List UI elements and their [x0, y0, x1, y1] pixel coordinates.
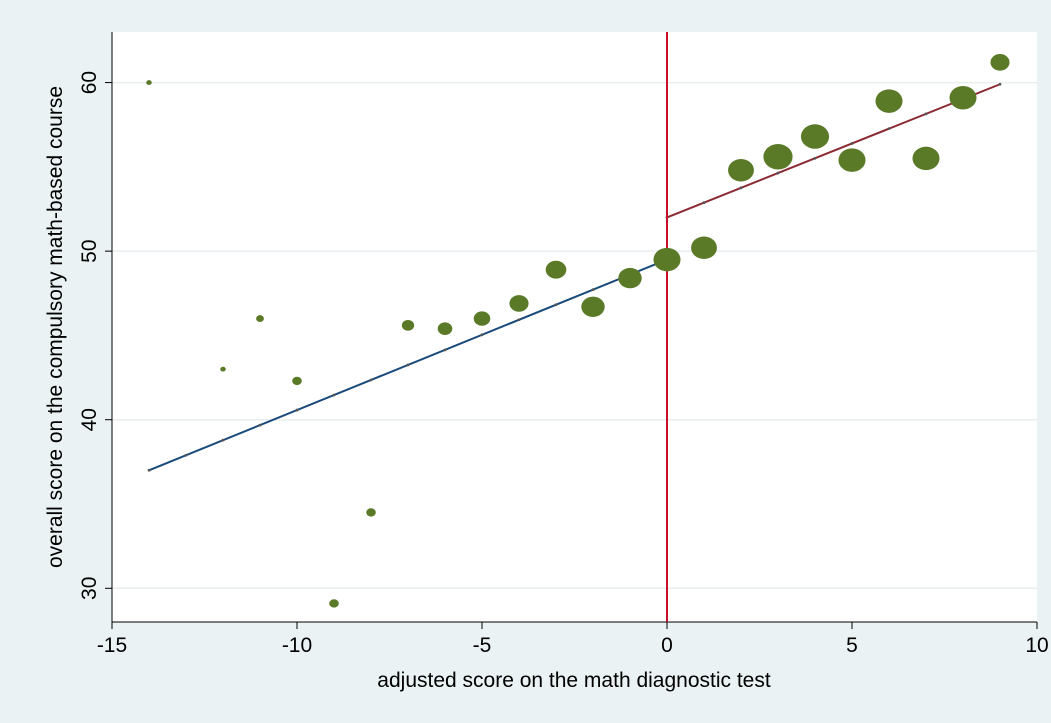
fit-line-marker	[332, 393, 336, 397]
data-point	[545, 260, 567, 279]
plot-area	[112, 32, 1037, 622]
fit-line-marker	[776, 171, 780, 175]
x-tick-label: -15	[97, 634, 127, 657]
y-tick-label: 50	[78, 239, 101, 262]
fit-lines	[147, 32, 1002, 622]
data-point	[401, 319, 415, 331]
fit-line-marker	[295, 408, 299, 412]
fit-line-marker	[369, 378, 373, 382]
fit-line-marker	[258, 423, 262, 427]
fit-line-marker	[591, 288, 595, 292]
fit-line-marker	[554, 303, 558, 307]
data-point	[256, 315, 264, 322]
fit-line-marker	[924, 112, 928, 116]
data-point	[838, 148, 866, 172]
data-point	[990, 54, 1010, 71]
axes	[111, 32, 1037, 623]
x-tick-label: -5	[473, 634, 492, 657]
fit-line-marker	[221, 438, 225, 442]
fit-line-marker	[702, 201, 706, 205]
grid-lines	[112, 81, 1037, 590]
fit-line-marker	[850, 142, 854, 145]
fit-line-marker	[517, 318, 521, 322]
y-tick-label: 60	[78, 71, 101, 94]
x-tick-label: 5	[846, 634, 858, 657]
y-tick-label: 30	[78, 577, 101, 600]
data-point	[653, 247, 681, 272]
fit-line	[666, 83, 1001, 219]
fit-line-marker	[480, 333, 484, 337]
data-point	[581, 296, 605, 317]
fit-line-marker	[406, 363, 410, 367]
fit-line-marker	[443, 348, 447, 352]
fit-line-marker	[813, 156, 817, 160]
x-tick-label: 10	[1025, 634, 1048, 657]
data-point	[800, 124, 830, 149]
x-axis-label: adjusted score on the math diagnostic te…	[377, 669, 771, 692]
data-point	[146, 80, 152, 85]
fit-line-marker	[998, 82, 1002, 86]
ticks: 30 40 50 60 -15 -10 -5 0 5 10	[78, 71, 1049, 657]
data-point	[509, 295, 529, 312]
data-point	[875, 89, 903, 113]
fit-line-marker	[184, 453, 188, 457]
data-points	[146, 54, 1010, 608]
fit-line-marker	[147, 468, 151, 472]
data-point	[473, 311, 491, 326]
data-point	[437, 322, 453, 336]
data-point	[691, 236, 717, 260]
data-point	[220, 366, 226, 372]
fit-line-marker	[739, 186, 743, 190]
data-point	[329, 599, 339, 608]
y-axis-label: overall score on the compulsory math-bas…	[44, 86, 67, 568]
y-tick-label: 40	[78, 408, 101, 431]
data-point	[728, 158, 754, 182]
data-point	[763, 144, 793, 170]
data-point	[292, 376, 302, 386]
data-point	[912, 146, 940, 171]
x-tick-label: 0	[661, 634, 673, 657]
x-tick-label: -10	[282, 634, 312, 657]
data-point	[618, 267, 642, 289]
data-point	[949, 85, 977, 110]
fit-line-marker	[887, 127, 891, 131]
data-point	[366, 508, 376, 517]
